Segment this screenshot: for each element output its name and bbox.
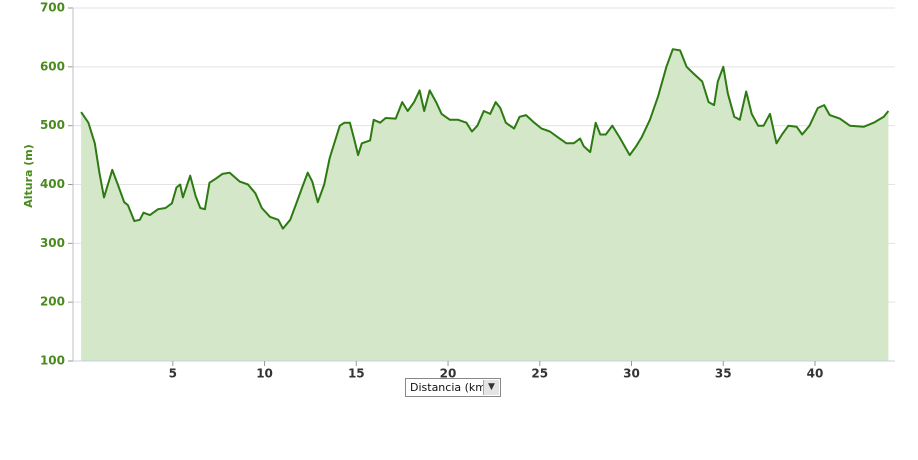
dropdown-label: Distancia (km): [410, 381, 491, 394]
area: [81, 49, 889, 361]
y-tick-label: 100: [40, 354, 65, 368]
y-axis-label: Altura (m): [22, 144, 35, 208]
y-tick-label: 500: [40, 118, 65, 132]
x-tick-label: 15: [348, 367, 365, 381]
x-tick-label: 5: [169, 367, 177, 381]
x-tick-label: 40: [807, 367, 824, 381]
y-tick-label: 600: [40, 59, 65, 73]
y-tick-label: 300: [40, 236, 65, 250]
x-tick-label: 30: [623, 367, 640, 381]
x-tick-label: 10: [256, 367, 273, 381]
x-tick-label: 20: [440, 367, 457, 381]
x-axis-dropdown[interactable]: Distancia (km) ▼: [405, 378, 501, 397]
y-tick-label: 200: [40, 295, 65, 309]
line: [80, 48, 890, 230]
x-tick-label: 25: [531, 367, 548, 381]
dropdown-arrow[interactable]: ▼: [483, 380, 499, 395]
y-tick-label: 700: [40, 1, 65, 15]
x-tick-label: 35: [715, 367, 732, 381]
y-tick-label: 400: [40, 177, 65, 191]
